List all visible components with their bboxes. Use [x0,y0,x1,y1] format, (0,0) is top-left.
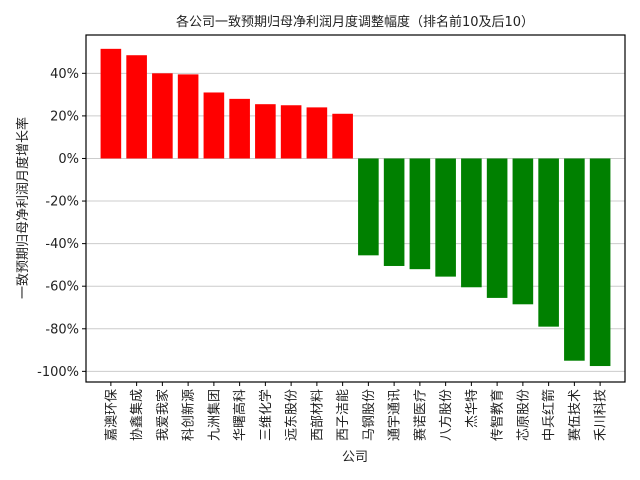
x-tick-label: 嘉澳环保 [103,389,119,441]
x-axis-ticks: 嘉澳环保 协鑫集成 我爱我家 科创新源 九洲集团 华曙高科 三维化学 远东股份 西部材料 西子洁能… [103,382,609,441]
plot-frame [85,34,626,383]
x-tick-label: 远东股份 [285,389,300,441]
bar-16 [486,158,508,298]
bar-5 [203,92,225,159]
x-tick-label: 西部材料 [310,389,325,441]
y-tick-label: -20% [45,195,79,210]
bar-13 [409,158,431,270]
x-tick-label: 我爱我家 [155,389,171,441]
y-tick-label: -40% [45,237,79,252]
x-tick-label: 八方股份 [438,389,454,441]
bar-4 [177,74,199,159]
x-tick-label: 九洲集团 [206,389,222,441]
x-tick-label: 传智教育 [490,389,506,441]
bar-7 [255,104,276,159]
y-axis-label: 一致预期归母净利润月度增长率 [15,117,31,299]
y-tick-label: -60% [45,280,79,295]
y-tick-label: -100% [37,365,79,380]
x-tick-label: 芯原股份 [516,389,531,441]
y-tick-label: 0% [58,152,79,167]
y-axis-ticks: -100% -80% -60% -40% -20% 0% 20% 40% [37,67,86,380]
bar-2 [126,55,147,159]
bar-19 [564,158,585,361]
y-tick-label: -80% [45,322,79,337]
x-axis-label: 公司 [342,450,368,465]
x-tick-label: 马钢股份 [362,389,377,441]
y-tick-label: 20% [50,109,79,124]
bar-18 [538,158,559,327]
x-tick-label: 三维化学 [258,389,274,441]
bar-11 [358,158,379,256]
x-tick-label: 通宇通讯 [388,389,403,441]
grid-lines [86,72,625,372]
bar-1 [100,48,122,159]
x-tick-label: 中兵红箭 [541,389,557,441]
x-tick-label: 协鑫集成 [129,389,145,441]
y-tick-label: 40% [50,67,79,82]
bar-20 [589,158,611,367]
bar-9 [306,107,328,159]
bar-17 [512,158,534,305]
x-tick-label: 赛诺医疗 [412,389,428,441]
x-tick-label: 科创新源 [181,389,197,441]
bar-6 [229,98,250,159]
x-tick-label: 禾川科技 [594,389,609,441]
bar-10 [332,113,353,159]
x-tick-label: 赛伍技术 [567,389,583,441]
bar-3 [152,73,173,159]
chart-title: 各公司一致预期归母净利润月度调整幅度（排名前10及后10） [176,14,534,30]
bar-15 [461,158,482,288]
x-tick-label: 杰华特 [465,389,480,428]
bar-14 [435,158,456,277]
x-tick-label: 华曙高科 [232,389,248,441]
x-tick-label: 西子洁能 [336,389,351,441]
bars [100,48,611,367]
bar-8 [280,105,302,159]
bar-12 [383,158,405,266]
